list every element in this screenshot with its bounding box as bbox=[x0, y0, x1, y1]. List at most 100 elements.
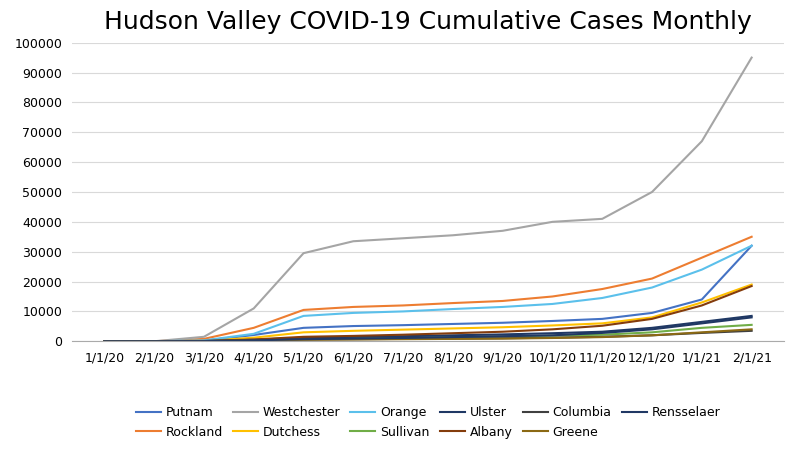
Putnam bbox=[747, 243, 757, 248]
Orange bbox=[298, 313, 308, 319]
Ulster bbox=[697, 319, 706, 325]
Albany bbox=[598, 323, 607, 328]
Greene bbox=[199, 338, 209, 344]
Dutchess bbox=[398, 327, 408, 332]
Rockland bbox=[548, 293, 558, 300]
Line: Rockland: Rockland bbox=[104, 237, 752, 341]
Sullivan bbox=[448, 334, 458, 340]
Dutchess bbox=[349, 328, 358, 334]
Rensselaer bbox=[548, 332, 558, 338]
Sullivan bbox=[697, 325, 706, 331]
Greene bbox=[150, 338, 159, 344]
Columbia bbox=[448, 336, 458, 341]
Line: Putnam: Putnam bbox=[104, 246, 752, 341]
Westchester bbox=[747, 55, 757, 61]
Albany bbox=[349, 333, 358, 339]
Ulster bbox=[99, 338, 109, 344]
Albany bbox=[249, 337, 258, 342]
Sullivan bbox=[99, 338, 109, 344]
Putnam bbox=[150, 338, 159, 344]
Albany bbox=[298, 334, 308, 340]
Columbia bbox=[697, 330, 706, 336]
Greene bbox=[398, 337, 408, 342]
Albany bbox=[548, 327, 558, 332]
Greene bbox=[548, 335, 558, 341]
Line: Westchester: Westchester bbox=[104, 58, 752, 341]
Columbia bbox=[249, 337, 258, 343]
Rockland bbox=[199, 336, 209, 342]
Columbia bbox=[99, 338, 109, 344]
Dutchess bbox=[548, 323, 558, 328]
Orange bbox=[498, 304, 507, 310]
Greene bbox=[598, 334, 607, 340]
Columbia bbox=[647, 332, 657, 338]
Line: Ulster: Ulster bbox=[104, 316, 752, 341]
Rensselaer bbox=[349, 336, 358, 341]
Greene bbox=[697, 329, 706, 335]
Putnam bbox=[398, 322, 408, 328]
Ulster bbox=[298, 335, 308, 340]
Ulster bbox=[150, 338, 159, 344]
Ulster bbox=[498, 332, 507, 337]
Line: Albany: Albany bbox=[104, 286, 752, 341]
Orange bbox=[598, 295, 607, 301]
Rensselaer bbox=[747, 315, 757, 320]
Columbia bbox=[349, 337, 358, 342]
Columbia bbox=[150, 338, 159, 344]
Westchester bbox=[498, 228, 507, 234]
Rockland bbox=[150, 338, 159, 344]
Sullivan bbox=[498, 334, 507, 339]
Legend: Putnam, Rockland, Westchester, Dutchess, Orange, Sullivan, Ulster, Albany, Colum: Putnam, Rockland, Westchester, Dutchess,… bbox=[130, 401, 726, 444]
Rockland bbox=[298, 307, 308, 313]
Rockland bbox=[647, 276, 657, 282]
Putnam bbox=[99, 338, 109, 344]
Columbia bbox=[747, 328, 757, 334]
Columbia bbox=[199, 338, 209, 344]
Orange bbox=[99, 338, 109, 344]
Rockland bbox=[747, 234, 757, 239]
Rockland bbox=[349, 304, 358, 310]
Putnam bbox=[448, 321, 458, 327]
Putnam bbox=[349, 323, 358, 329]
Westchester bbox=[548, 219, 558, 225]
Orange bbox=[398, 309, 408, 314]
Greene bbox=[249, 338, 258, 344]
Columbia bbox=[548, 335, 558, 340]
Albany bbox=[498, 329, 507, 335]
Line: Rensselaer: Rensselaer bbox=[104, 318, 752, 341]
Westchester bbox=[199, 334, 209, 340]
Ulster bbox=[548, 330, 558, 336]
Dutchess bbox=[150, 338, 159, 344]
Line: Dutchess: Dutchess bbox=[104, 284, 752, 341]
Ulster bbox=[448, 332, 458, 338]
Line: Columbia: Columbia bbox=[104, 331, 752, 341]
Title: Hudson Valley COVID-19 Cumulative Cases Monthly: Hudson Valley COVID-19 Cumulative Cases … bbox=[104, 10, 752, 34]
Rensselaer bbox=[199, 338, 209, 344]
Ulster bbox=[349, 334, 358, 340]
Dutchess bbox=[99, 338, 109, 344]
Westchester bbox=[150, 338, 159, 344]
Sullivan bbox=[249, 337, 258, 343]
Greene bbox=[647, 332, 657, 338]
Orange bbox=[199, 337, 209, 343]
Westchester bbox=[298, 250, 308, 256]
Putnam bbox=[199, 338, 209, 344]
Albany bbox=[448, 330, 458, 336]
Orange bbox=[448, 306, 458, 312]
Columbia bbox=[298, 337, 308, 342]
Ulster bbox=[199, 338, 209, 344]
Rensselaer bbox=[598, 330, 607, 336]
Putnam bbox=[697, 297, 706, 302]
Greene bbox=[298, 337, 308, 343]
Ulster bbox=[647, 325, 657, 331]
Orange bbox=[747, 243, 757, 248]
Orange bbox=[647, 285, 657, 291]
Rensselaer bbox=[249, 337, 258, 343]
Dutchess bbox=[249, 335, 258, 340]
Westchester bbox=[598, 216, 607, 222]
Greene bbox=[498, 336, 507, 341]
Ulster bbox=[747, 313, 757, 319]
Columbia bbox=[498, 336, 507, 341]
Rockland bbox=[697, 255, 706, 261]
Albany bbox=[99, 338, 109, 344]
